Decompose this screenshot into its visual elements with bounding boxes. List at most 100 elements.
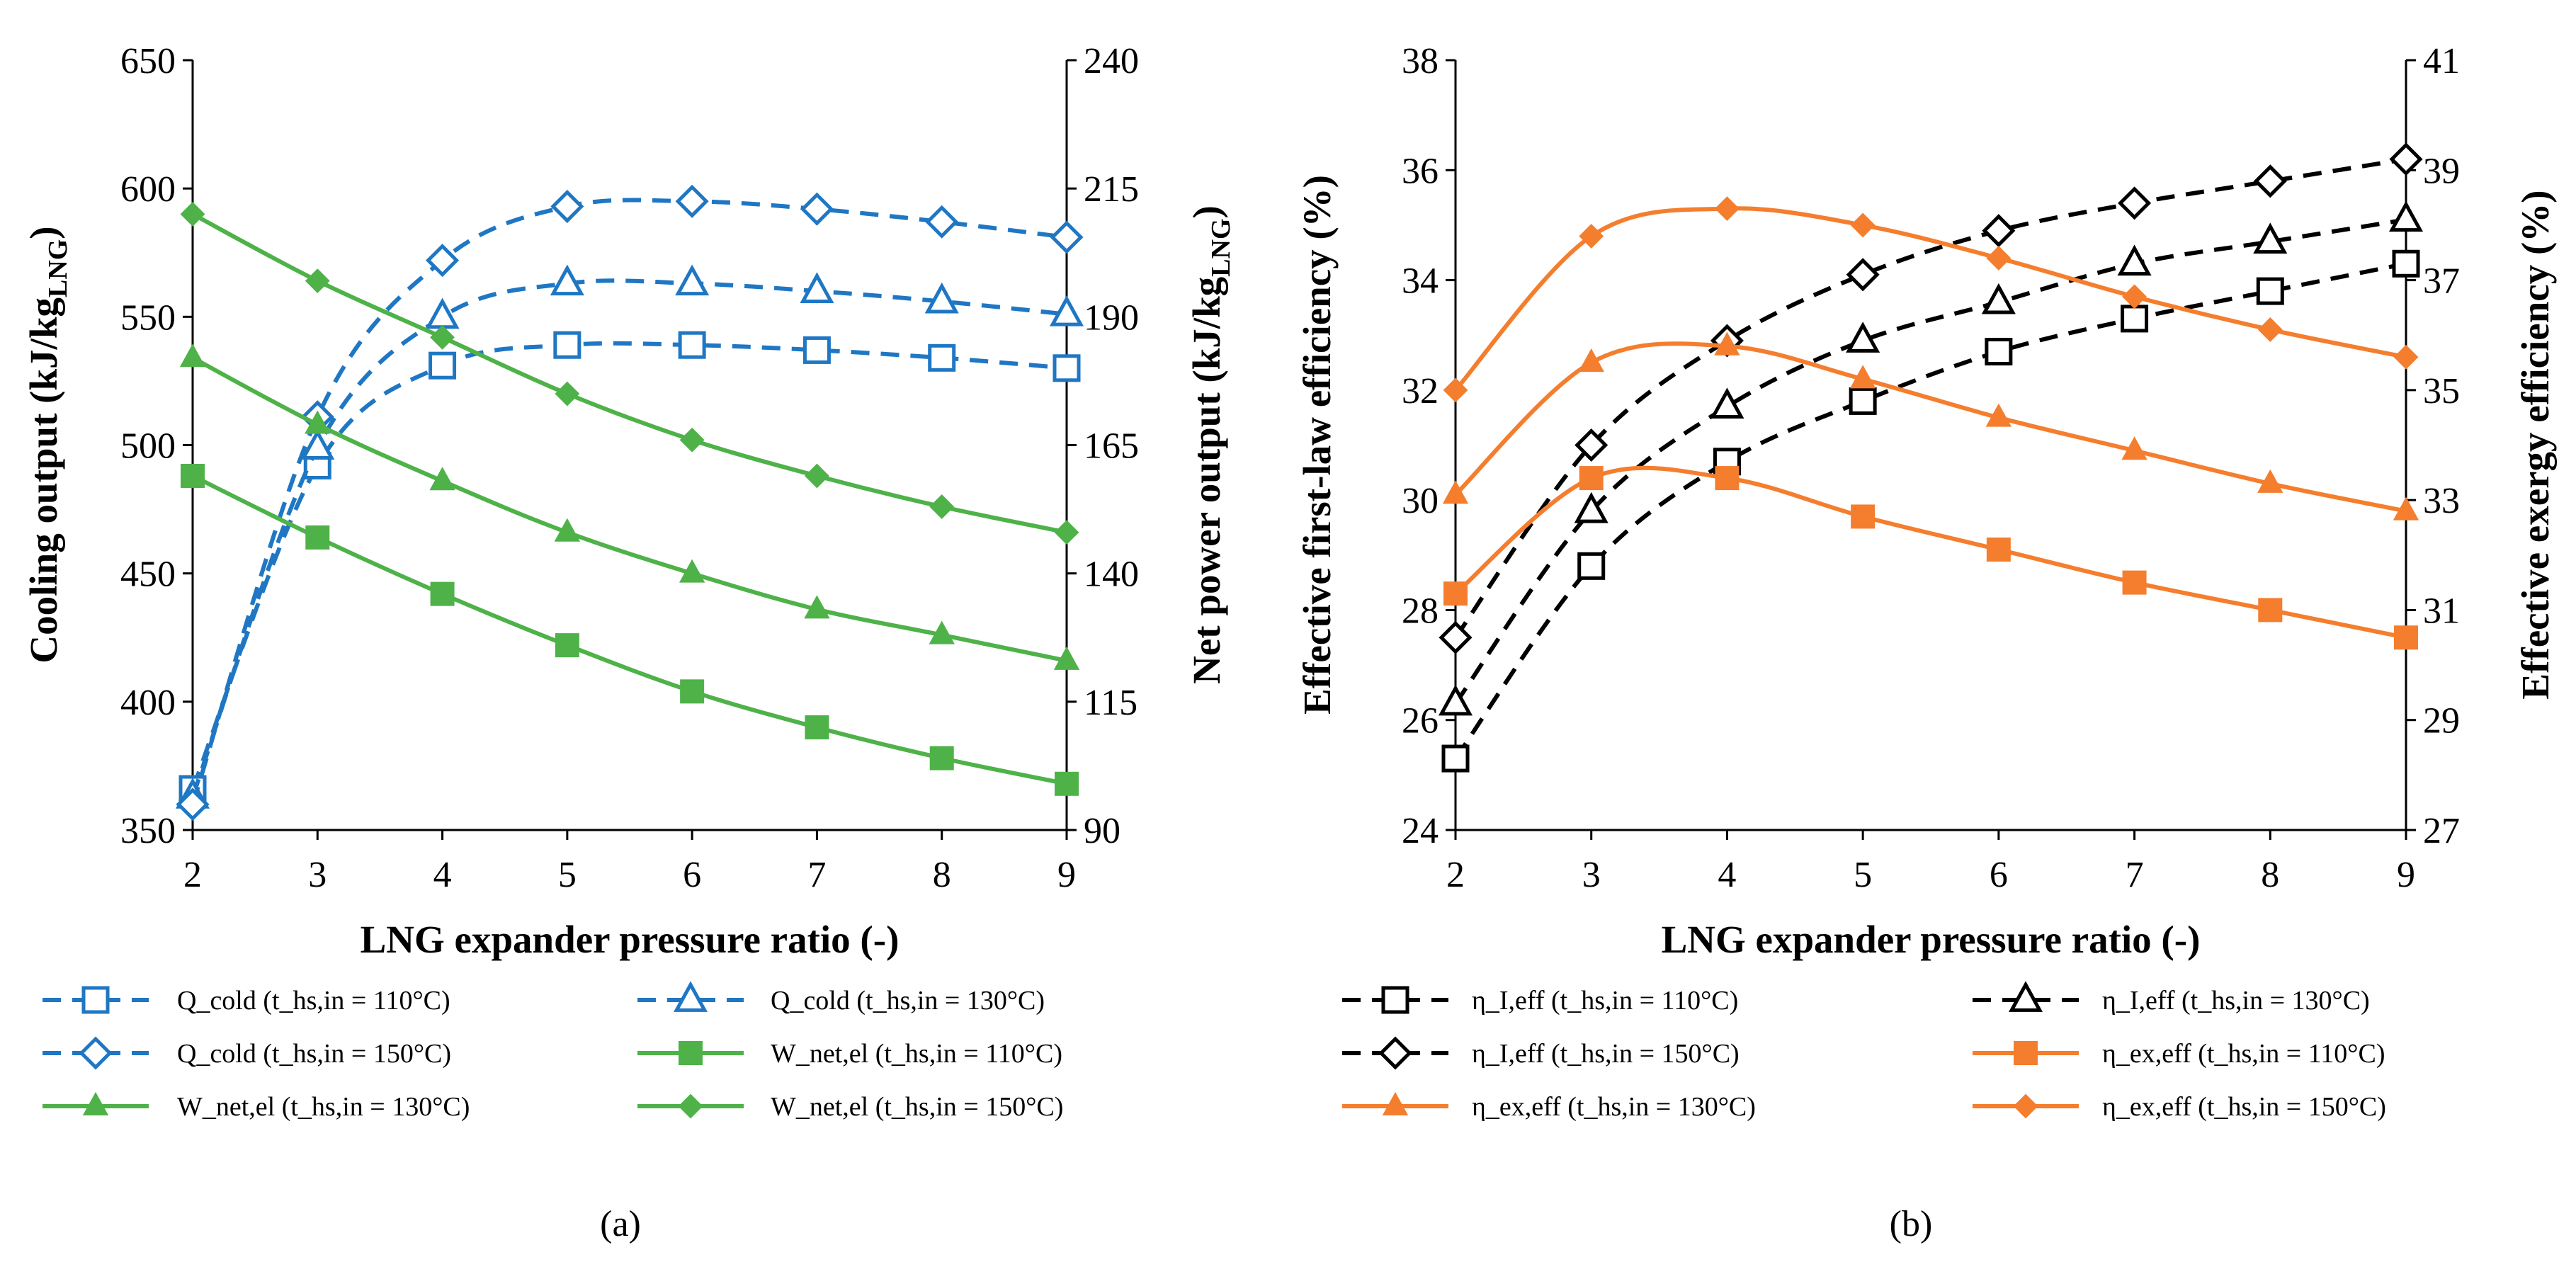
- legend-item: W_net,el (t_hs,in = 130°C): [42, 1091, 470, 1122]
- legend-label: η_ex,eff (t_hs,in = 110°C): [2102, 1039, 2385, 1069]
- x-tick-label: 2: [1446, 855, 1465, 895]
- data-point: [2253, 164, 2287, 198]
- legend-item: Q_cold (t_hs,in = 150°C): [42, 1036, 451, 1070]
- y-tick-label: 550: [120, 297, 176, 338]
- data-point: [429, 467, 455, 491]
- data-point: [1846, 322, 1880, 353]
- data-point: [1850, 212, 1876, 238]
- legend-marker: [678, 1093, 703, 1119]
- legend-marker: [1382, 1091, 1409, 1115]
- y-axis-label: Cooling output (kJ/kgLNG): [22, 226, 73, 663]
- legend-marker: [2014, 1041, 2038, 1065]
- data-point: [2258, 598, 2283, 623]
- y-tick-label: 600: [120, 169, 176, 210]
- data-point: [180, 201, 205, 227]
- data-point: [555, 381, 580, 407]
- data-point: [305, 410, 331, 434]
- legend-item: η_ex,eff (t_hs,in = 150°C): [1973, 1092, 2386, 1122]
- series-line: [191, 474, 1067, 786]
- series-line: [1453, 217, 2407, 705]
- x-tick-label: 4: [1718, 855, 1736, 895]
- data-point: [678, 331, 706, 359]
- series-line: [1453, 261, 2407, 760]
- legend-marker: [1378, 1036, 1412, 1070]
- data-point: [800, 272, 834, 303]
- data-point: [929, 494, 955, 519]
- y-tick-label: 400: [120, 683, 176, 723]
- x-tick-label: 7: [807, 855, 826, 895]
- y-axis-label: Effective first-law efficiency (%): [1295, 175, 1339, 715]
- data-point: [181, 463, 205, 488]
- legend-marker: [81, 986, 110, 1014]
- data-point: [924, 282, 959, 314]
- data-point: [1053, 646, 1080, 670]
- y-tick-label: 28: [1402, 591, 1439, 631]
- legend-item: η_I,eff (t_hs,in = 150°C): [1342, 1036, 1740, 1070]
- legend-marker: [673, 981, 708, 1012]
- data-point: [305, 268, 330, 294]
- y-tick-label: 38: [1402, 41, 1439, 81]
- y-tick-label: 30: [1402, 481, 1439, 521]
- data-point: [1574, 491, 1608, 523]
- series-4: [181, 463, 1079, 796]
- y-tick-label: 650: [120, 41, 176, 81]
- data-point: [1715, 466, 1740, 491]
- y-axis-label-subscript: LNG: [43, 239, 73, 297]
- x-tick-label: 7: [2126, 855, 2144, 895]
- y2-axis-label: Net power output (kJ/kgLNG): [1185, 205, 1236, 684]
- data-point: [1442, 480, 1469, 504]
- data-point: [430, 581, 455, 606]
- data-point: [805, 463, 829, 489]
- x-axis-label: LNG expander pressure ratio (-): [361, 918, 900, 961]
- data-point: [429, 351, 457, 380]
- legend: η_I,eff (t_hs,in = 110°C) η_I,eff (t_hs,i…: [1342, 981, 2386, 1122]
- y2-tick-label: 29: [2423, 701, 2460, 741]
- y2-tick-label: 190: [1084, 297, 1139, 338]
- y-tick-label: 350: [120, 811, 176, 851]
- data-point: [679, 559, 705, 583]
- data-point: [300, 428, 335, 460]
- y2-axis-label-close: ): [1185, 205, 1228, 218]
- y2-tick-label: 140: [1084, 555, 1139, 595]
- series-4: [1443, 465, 2418, 650]
- data-point: [800, 192, 834, 226]
- data-point: [1579, 466, 1604, 491]
- x-tick-label: 6: [683, 855, 701, 895]
- data-point: [675, 184, 709, 218]
- data-point: [426, 244, 460, 278]
- x-tick-label: 2: [183, 855, 202, 895]
- y-axis-label-close: ): [22, 226, 65, 239]
- data-point: [1985, 338, 2013, 366]
- x-tick-label: 5: [558, 855, 577, 895]
- x-axis-label: LNG expander pressure ratio (-): [1662, 918, 2201, 961]
- series-5: [1442, 331, 2419, 521]
- legend-item: W_net,el (t_hs,in = 150°C): [637, 1092, 1063, 1122]
- x-tick-label: 8: [2261, 855, 2279, 895]
- y-tick-label: 34: [1402, 261, 1439, 302]
- y2-axis-label-main: Effective exergy efficiency (%): [2514, 190, 2557, 699]
- y2-tick-label: 240: [1084, 41, 1139, 81]
- data-point: [2253, 222, 2288, 254]
- data-point: [1055, 771, 1079, 796]
- data-point: [1050, 220, 1084, 254]
- y-tick-label: 24: [1402, 811, 1439, 851]
- legend-label: η_I,eff (t_hs,in = 130°C): [2102, 986, 2370, 1016]
- data-point: [1049, 295, 1084, 326]
- legend-item: η_ex,eff (t_hs,in = 110°C): [1973, 1039, 2385, 1069]
- data-point: [2256, 277, 2284, 305]
- data-point: [555, 633, 579, 658]
- series-6: [180, 201, 1079, 545]
- series-2: [1438, 200, 2424, 716]
- legend-item: η_ex,eff (t_hs,in = 130°C): [1342, 1091, 1756, 1122]
- legend-item: Q_cold (t_hs,in = 130°C): [637, 981, 1045, 1016]
- data-point: [1986, 538, 2011, 562]
- legend-marker: [82, 1091, 109, 1115]
- y-axis-label-main: Cooling output (kJ/kg: [22, 297, 65, 664]
- data-point: [305, 525, 330, 550]
- data-point: [1441, 744, 1470, 773]
- data-point: [1574, 428, 1608, 462]
- data-point: [928, 343, 956, 372]
- data-point: [2121, 305, 2149, 333]
- series-1: [1441, 249, 2420, 773]
- data-point: [680, 679, 705, 704]
